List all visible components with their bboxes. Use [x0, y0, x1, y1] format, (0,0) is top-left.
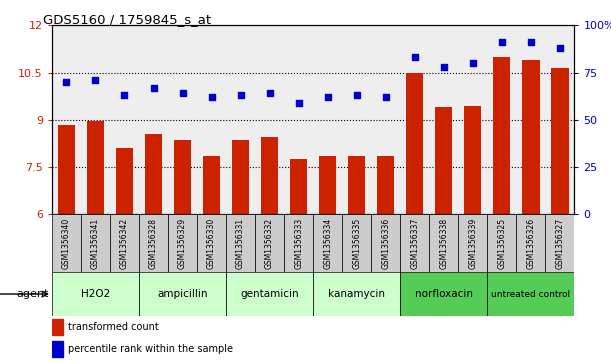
Text: GSM1356336: GSM1356336	[381, 217, 390, 269]
Text: GDS5160 / 1759845_s_at: GDS5160 / 1759845_s_at	[43, 13, 211, 26]
Bar	[319, 156, 336, 363]
Text: GSM1356333: GSM1356333	[294, 217, 303, 269]
Bar	[255, 214, 284, 272]
Text: GSM1356334: GSM1356334	[323, 217, 332, 269]
Bar	[458, 214, 488, 272]
Text: transformed count: transformed count	[68, 322, 158, 332]
Text: GSM1356331: GSM1356331	[236, 218, 245, 269]
Point	[148, 85, 158, 91]
Bar	[516, 214, 546, 272]
Bar	[226, 272, 313, 316]
Point	[526, 40, 536, 45]
Bar	[87, 121, 104, 363]
Text: GSM1356338: GSM1356338	[439, 218, 448, 269]
Bar	[232, 140, 249, 363]
Bar	[546, 214, 574, 272]
Point	[497, 40, 507, 45]
Bar	[429, 214, 458, 272]
Text: percentile rank within the sample: percentile rank within the sample	[68, 344, 233, 354]
Point	[323, 94, 332, 100]
Text: GSM1356335: GSM1356335	[352, 217, 361, 269]
Text: GSM1356339: GSM1356339	[468, 217, 477, 269]
Bar	[52, 214, 81, 272]
Bar	[81, 214, 110, 272]
Point	[410, 54, 420, 60]
Text: agent: agent	[16, 289, 49, 299]
Text: GSM1356330: GSM1356330	[207, 217, 216, 269]
Bar	[52, 340, 64, 357]
Bar	[52, 319, 64, 335]
Bar	[522, 60, 540, 363]
Bar	[371, 214, 400, 272]
Bar	[261, 137, 279, 363]
Bar	[348, 156, 365, 363]
Point	[555, 45, 565, 51]
Bar	[197, 214, 226, 272]
Text: untreated control: untreated control	[491, 290, 571, 298]
Bar	[464, 106, 481, 363]
Text: ampicillin: ampicillin	[157, 289, 208, 299]
Point	[468, 60, 478, 66]
Bar	[116, 148, 133, 363]
Point	[90, 77, 100, 83]
Point	[207, 94, 216, 100]
Text: gentamicin: gentamicin	[240, 289, 299, 299]
Bar	[145, 134, 163, 363]
Bar	[377, 156, 395, 363]
Bar	[52, 272, 139, 316]
Bar	[400, 272, 488, 316]
Bar	[435, 107, 452, 363]
Point	[294, 100, 304, 106]
Text: GSM1356329: GSM1356329	[178, 218, 187, 269]
Bar	[174, 140, 191, 363]
Point	[381, 94, 390, 100]
Bar	[203, 156, 220, 363]
Bar	[488, 214, 516, 272]
Text: GSM1356327: GSM1356327	[555, 218, 565, 269]
Text: GSM1356342: GSM1356342	[120, 218, 129, 269]
Point	[62, 79, 71, 85]
Text: GSM1356328: GSM1356328	[149, 218, 158, 269]
Bar	[226, 214, 255, 272]
Bar	[551, 68, 568, 363]
Bar	[313, 214, 342, 272]
Bar	[168, 214, 197, 272]
Bar	[313, 272, 400, 316]
Text: GSM1356325: GSM1356325	[497, 218, 507, 269]
Text: GSM1356332: GSM1356332	[265, 218, 274, 269]
Bar	[284, 214, 313, 272]
Text: kanamycin: kanamycin	[328, 289, 385, 299]
Point	[439, 64, 448, 70]
Bar	[110, 214, 139, 272]
Bar	[400, 214, 429, 272]
Point	[265, 90, 274, 96]
Bar	[493, 57, 510, 363]
Bar	[488, 272, 574, 316]
Bar	[290, 159, 307, 363]
Bar	[139, 214, 168, 272]
Bar	[139, 272, 226, 316]
Text: H2O2: H2O2	[81, 289, 110, 299]
Point	[236, 92, 246, 98]
Point	[352, 92, 362, 98]
Bar	[406, 73, 423, 363]
Text: GSM1356337: GSM1356337	[410, 217, 419, 269]
Text: GSM1356326: GSM1356326	[526, 218, 535, 269]
Point	[120, 92, 130, 98]
Text: norfloxacin: norfloxacin	[415, 289, 473, 299]
Bar	[58, 125, 75, 363]
Bar	[342, 214, 371, 272]
Point	[178, 90, 188, 96]
Text: GSM1356340: GSM1356340	[62, 217, 71, 269]
Text: GSM1356341: GSM1356341	[91, 218, 100, 269]
